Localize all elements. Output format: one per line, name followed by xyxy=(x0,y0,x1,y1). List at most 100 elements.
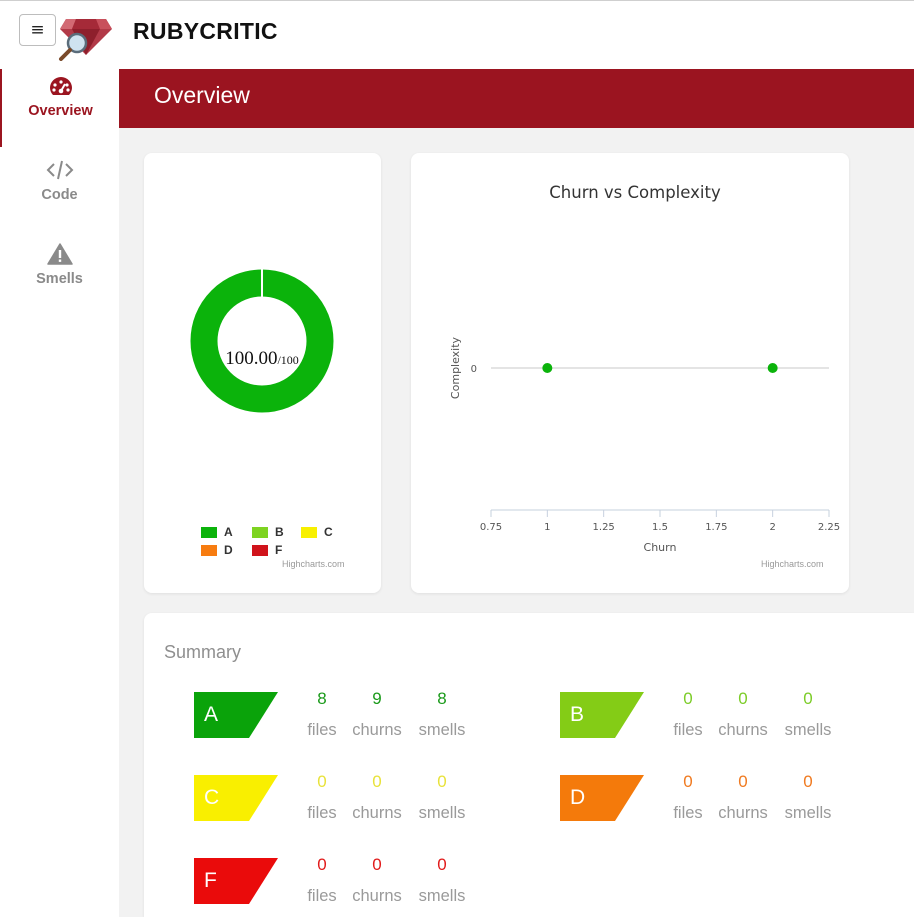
grade-c-files-stat: 0 files xyxy=(282,772,362,823)
legend-item-c[interactable]: C xyxy=(301,525,333,539)
stat-value: 8 xyxy=(317,689,327,708)
churn-complexity-chart: Churn vs Complexity Complexity Churn 0 0… xyxy=(449,183,840,554)
stat-label: files xyxy=(307,721,337,739)
score-card: 100.00/100 Highcharts.com xyxy=(144,153,381,593)
stat-value: 0 xyxy=(437,855,447,874)
rubycritic-logo[interactable] xyxy=(58,13,114,61)
stat-value: 0 xyxy=(803,689,813,708)
scatter-credit-link[interactable]: Highcharts.com xyxy=(761,559,824,569)
stat-value: 0 xyxy=(317,772,327,791)
chart-title: Churn vs Complexity xyxy=(549,183,721,202)
x-ticks: 0.75 1 1.25 1.5 1.75 2 2.25 xyxy=(480,510,840,533)
grade-tag-f: F xyxy=(194,858,278,904)
top-bar: ≡ RUBYCRITIC xyxy=(0,0,914,69)
legend-item-a[interactable]: A xyxy=(201,525,233,539)
grade-letter: B xyxy=(570,703,585,726)
legend-item-f[interactable]: F xyxy=(252,543,282,557)
legend-swatch xyxy=(201,526,217,538)
grade-c-smells-stat: 0 smells xyxy=(402,772,482,823)
grade-d-churns-stat: 0 churns xyxy=(703,772,783,823)
legend-swatch xyxy=(252,526,268,538)
stat-label: smells xyxy=(418,721,466,739)
stat-label: files xyxy=(307,804,337,822)
sidebar-item-label: Overview xyxy=(28,103,93,119)
x-tick-label: 1.25 xyxy=(593,522,615,533)
x-tick-label: 1.75 xyxy=(705,522,727,533)
stat-value: 0 xyxy=(803,772,813,791)
summary-title: Summary xyxy=(164,642,242,662)
churn-complexity-card: Churn vs Complexity Complexity Churn 0 0… xyxy=(411,153,849,593)
brand-title[interactable]: RUBYCRITIC xyxy=(133,18,278,44)
grade-c-churns-stat: 0 churns xyxy=(337,772,417,823)
stat-label: churns xyxy=(352,887,402,905)
y-tick-label: 0 xyxy=(471,364,477,375)
page-title: Overview xyxy=(154,82,250,108)
sidebar-item-label: Code xyxy=(41,187,78,203)
grade-b-smells-stat: 0 smells xyxy=(768,689,848,740)
data-point[interactable] xyxy=(767,363,778,373)
page-header: Overview xyxy=(119,69,914,128)
grade-f-smells-stat: 0 smells xyxy=(402,855,482,906)
grade-f-files-stat: 0 files xyxy=(282,855,362,906)
stat-label: churns xyxy=(352,804,402,822)
grade-tag-a: A xyxy=(194,692,278,738)
stat-value: 0 xyxy=(437,772,447,791)
stat-label: files xyxy=(673,721,703,739)
stat-value: 0 xyxy=(683,689,693,708)
menu-toggle-button[interactable]: ≡ xyxy=(19,14,56,46)
grade-b-churns-stat: 0 churns xyxy=(703,689,783,740)
sidebar-item-smells[interactable]: Smells xyxy=(0,237,119,315)
sidebar-item-label: Smells xyxy=(36,271,83,287)
legend-swatch xyxy=(201,544,217,556)
stat-label: files xyxy=(307,887,337,905)
stat-label: smells xyxy=(784,721,832,739)
stat-label: files xyxy=(673,804,703,822)
stat-label: smells xyxy=(418,804,466,822)
score-donut-ring xyxy=(190,269,334,413)
stat-label: smells xyxy=(784,804,832,822)
grade-letter: F xyxy=(204,869,217,892)
stat-label: churns xyxy=(352,721,402,739)
hamburger-icon: ≡ xyxy=(30,20,45,40)
stat-label: churns xyxy=(718,804,768,822)
x-tick-label: 1 xyxy=(544,522,550,533)
x-tick-label: 1.5 xyxy=(652,522,668,533)
grade-tag-shape xyxy=(560,775,644,821)
grade-tag-c: C xyxy=(194,775,278,821)
grade-a-files-stat: 8 files xyxy=(282,689,362,740)
donut-credit-link[interactable]: Highcharts.com xyxy=(282,559,345,569)
grade-letter: D xyxy=(570,786,586,809)
grade-tag-shape xyxy=(560,692,644,738)
stat-value: 0 xyxy=(372,855,382,874)
grade-letter: C xyxy=(204,786,220,809)
y-axis-label: Complexity xyxy=(449,336,462,399)
stat-value: 8 xyxy=(437,689,447,708)
grade-tag-shape xyxy=(194,858,278,904)
grade-f-churns-stat: 0 churns xyxy=(337,855,417,906)
sidebar-item-overview[interactable]: Overview xyxy=(0,69,119,147)
legend-item-b[interactable]: B xyxy=(252,525,284,539)
stat-label: smells xyxy=(418,887,466,905)
score-value: 100.00/100 xyxy=(225,348,299,369)
stat-value: 0 xyxy=(372,772,382,791)
x-tick-label: 2 xyxy=(769,522,775,533)
stat-value: 0 xyxy=(738,689,748,708)
grade-a-churns-stat: 9 churns xyxy=(337,689,417,740)
grade-tag-b: B xyxy=(560,692,644,738)
grade-legend: A B C D F xyxy=(201,525,351,557)
stat-label: churns xyxy=(718,721,768,739)
x-tick-label: 2.25 xyxy=(818,522,840,533)
score-donut-chart: 100.00/100 xyxy=(190,269,334,413)
data-point[interactable] xyxy=(542,363,553,373)
grade-a-smells-stat: 8 smells xyxy=(402,689,482,740)
stat-value: 0 xyxy=(738,772,748,791)
sidebar-item-code[interactable]: Code xyxy=(0,153,119,231)
grade-tag-d: D xyxy=(560,775,644,821)
warning-icon xyxy=(46,243,73,265)
stat-value: 0 xyxy=(317,855,327,874)
legend-item-d[interactable]: D xyxy=(201,543,233,557)
stat-value: 9 xyxy=(372,689,382,708)
legend-swatch xyxy=(252,544,268,556)
stat-value: 0 xyxy=(683,772,693,791)
grade-tag-shape xyxy=(194,775,278,821)
